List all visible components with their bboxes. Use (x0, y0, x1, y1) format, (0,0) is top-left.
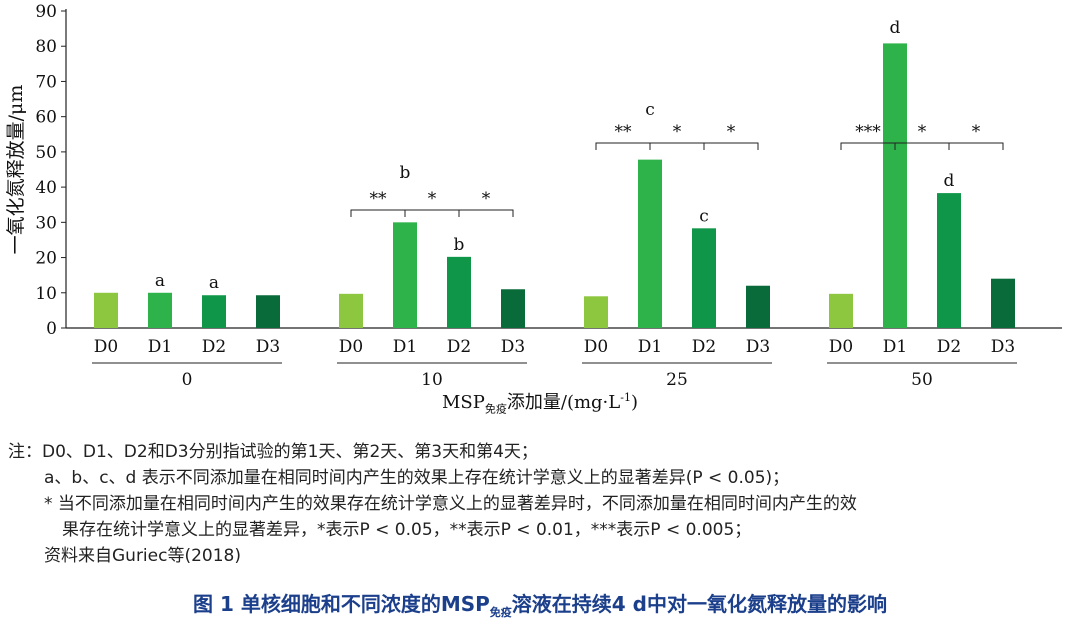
y-tick-label: 10 (35, 284, 57, 304)
significance-letter: a (209, 273, 219, 293)
y-axis-label: 一氧化氮释放量/μm (5, 85, 27, 255)
figure-caption: 图 1 单核细胞和不同浓度的MSP免疫溶液在持续4 d中对一氧化氮释放量的影响 (192, 592, 887, 619)
day-tick-label: D0 (94, 337, 118, 357)
significance-bracket (703, 142, 759, 150)
significance-bracket (350, 209, 406, 217)
day-tick-label: D0 (829, 337, 853, 357)
significance-bracket (458, 209, 514, 217)
significance-letter: d (890, 18, 901, 38)
day-tick-label: D3 (501, 337, 525, 357)
bar-25-D1 (638, 159, 662, 328)
y-tick-label: 70 (35, 72, 57, 92)
bar-50-D2 (937, 193, 961, 328)
bar-0-D0 (94, 292, 118, 328)
bar-chart: 一氧化氮释放量/μm 0 10 20 30 40 50 60 70 80 90 D0 D1 a D2 a D3 0… (5, 2, 1062, 390)
significance-bracket (948, 142, 1004, 150)
day-tick-label: D1 (883, 337, 907, 357)
group-label: 50 (911, 370, 933, 390)
day-tick-label: D3 (256, 337, 280, 357)
day-tick-label: D2 (692, 337, 716, 357)
bar-25-D3 (746, 285, 770, 328)
day-tick-label: D3 (746, 337, 770, 357)
day-tick-label: D0 (339, 337, 363, 357)
significance-stars: * (918, 122, 927, 142)
bar-10-D3 (501, 289, 525, 328)
significance-stars: * (727, 122, 736, 142)
day-tick-label: D3 (991, 337, 1015, 357)
bar-0-D1 (148, 292, 172, 328)
group-label: 25 (666, 370, 688, 390)
bar-50-D0 (829, 293, 853, 328)
significance-letter: c (645, 100, 655, 120)
y-tick-label: 40 (35, 178, 57, 198)
y-tick-label: 60 (35, 108, 57, 128)
note-line-5: 资料来自Guriec等(2018) (44, 546, 241, 566)
significance-stars: *** (855, 122, 881, 142)
day-tick-label: D1 (148, 337, 172, 357)
significance-stars: ** (370, 189, 388, 209)
group-label: 0 (182, 370, 193, 390)
bar-25-D0 (584, 296, 608, 328)
day-tick-label: D2 (937, 337, 961, 357)
significance-letter: a (155, 271, 165, 291)
significance-letter: d (944, 171, 955, 191)
y-tick-label: 30 (35, 213, 57, 233)
significance-stars: * (428, 189, 437, 209)
significance-stars: ** (615, 122, 633, 142)
bar-0-D3 (256, 295, 280, 328)
day-tick-label: D2 (447, 337, 471, 357)
note-line-1: 注：D0、D1、D2和D3分别指试验的第1天、第2天、第3天和第4天； (8, 442, 538, 462)
significance-stars: * (673, 122, 682, 142)
day-tick-label: D2 (202, 337, 226, 357)
significance-stars: * (972, 122, 981, 142)
day-tick-label: D1 (393, 337, 417, 357)
y-tick-label: 90 (35, 2, 57, 22)
significance-bracket (649, 142, 705, 150)
bar-0-D2 (202, 295, 226, 328)
bar-50-D1 (883, 43, 907, 328)
day-tick-label: D1 (638, 337, 662, 357)
y-tick-label: 0 (46, 319, 57, 339)
significance-bracket (404, 209, 460, 217)
significance-letter: c (699, 206, 709, 226)
group-label: 10 (421, 370, 443, 390)
bar-10-D0 (339, 293, 363, 328)
bar-50-D3 (991, 278, 1015, 328)
note-line-4: 果存在统计学意义上的显著差异，*表示P < 0.05，**表示P < 0.01，… (62, 520, 752, 540)
bar-10-D2 (447, 256, 471, 328)
bar-25-D2 (692, 228, 716, 328)
x-axis-label: MSP免疫添加量/(mg·L-1) (442, 391, 638, 416)
bar-10-D1 (393, 222, 417, 328)
day-tick-label: D0 (584, 337, 608, 357)
significance-letter: b (454, 235, 465, 255)
y-tick-label: 50 (35, 143, 57, 163)
note-line-3: * 当不同添加量在相同时间内产生的效果存在统计学意义上的显著差异时，不同添加量在… (44, 494, 857, 514)
note-line-2: a、b、c、d 表示不同添加量在相同时间内产生的效果上存在统计学意义上的显著差异… (44, 468, 790, 488)
y-tick-label: 20 (35, 249, 57, 269)
significance-stars: * (482, 189, 491, 209)
y-tick-label: 80 (35, 37, 57, 57)
significance-bracket (595, 142, 651, 150)
significance-letter: b (400, 163, 411, 183)
